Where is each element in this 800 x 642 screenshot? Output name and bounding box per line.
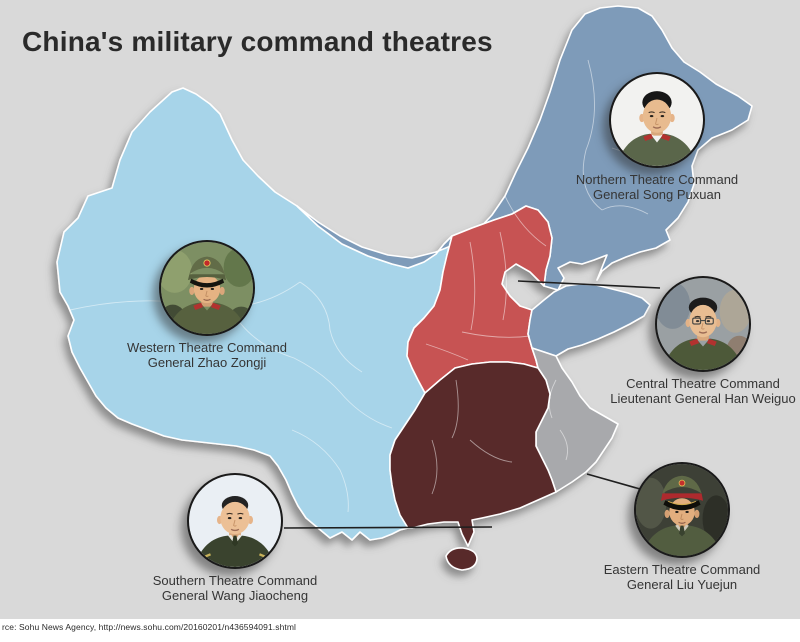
commander-name-label: General Song Puxuan bbox=[593, 187, 721, 202]
portrait-photo-song-puxuan bbox=[609, 72, 705, 168]
commander-name-label: General Zhao Zongji bbox=[147, 355, 267, 370]
province-borders bbox=[69, 59, 661, 513]
commander-name-label: General Liu Yuejun bbox=[626, 577, 738, 592]
commander-name-label: General Wang Jiaocheng bbox=[161, 588, 309, 603]
source-credit: rce: Sohu News Agency, http://news.sohu.… bbox=[2, 622, 297, 632]
leader-line-central bbox=[517, 280, 661, 289]
map-canvas: Northern Theatre Command General Song Pu… bbox=[0, 0, 800, 619]
region-southern-theatre bbox=[389, 361, 557, 547]
commander-card-eastern: Eastern Theatre Command General Liu Yuej… bbox=[572, 462, 792, 592]
region-southern-theatre-hainan bbox=[445, 547, 478, 571]
portrait-photo-zhao-zongji bbox=[159, 240, 255, 336]
portrait-photo-liu-yuejun bbox=[634, 462, 730, 558]
commander-command-label: Western Theatre Command bbox=[127, 340, 287, 355]
commander-card-western: Western Theatre Command General Zhao Zon… bbox=[97, 240, 317, 370]
leader-line-southern bbox=[283, 526, 493, 529]
commander-card-southern: Southern Theatre Command General Wang Ji… bbox=[125, 473, 345, 603]
commander-card-central: Central Theatre Command Lieutenant Gener… bbox=[593, 276, 800, 406]
commander-command-label: Southern Theatre Command bbox=[152, 573, 318, 588]
commander-command-label: Central Theatre Command bbox=[626, 376, 780, 391]
commander-card-northern: Northern Theatre Command General Song Pu… bbox=[547, 72, 767, 202]
portrait-photo-han-weiguo bbox=[655, 276, 751, 372]
commander-name-label: Lieutenant General Han Weiguo bbox=[610, 391, 796, 406]
commander-command-label: Northern Theatre Command bbox=[575, 172, 739, 187]
page-title: China's military command theatres bbox=[22, 26, 493, 57]
portrait-photo-wang-jiaocheng bbox=[187, 473, 283, 569]
leader-line-eastern bbox=[586, 473, 641, 490]
commander-command-label: Eastern Theatre Command bbox=[603, 562, 761, 577]
